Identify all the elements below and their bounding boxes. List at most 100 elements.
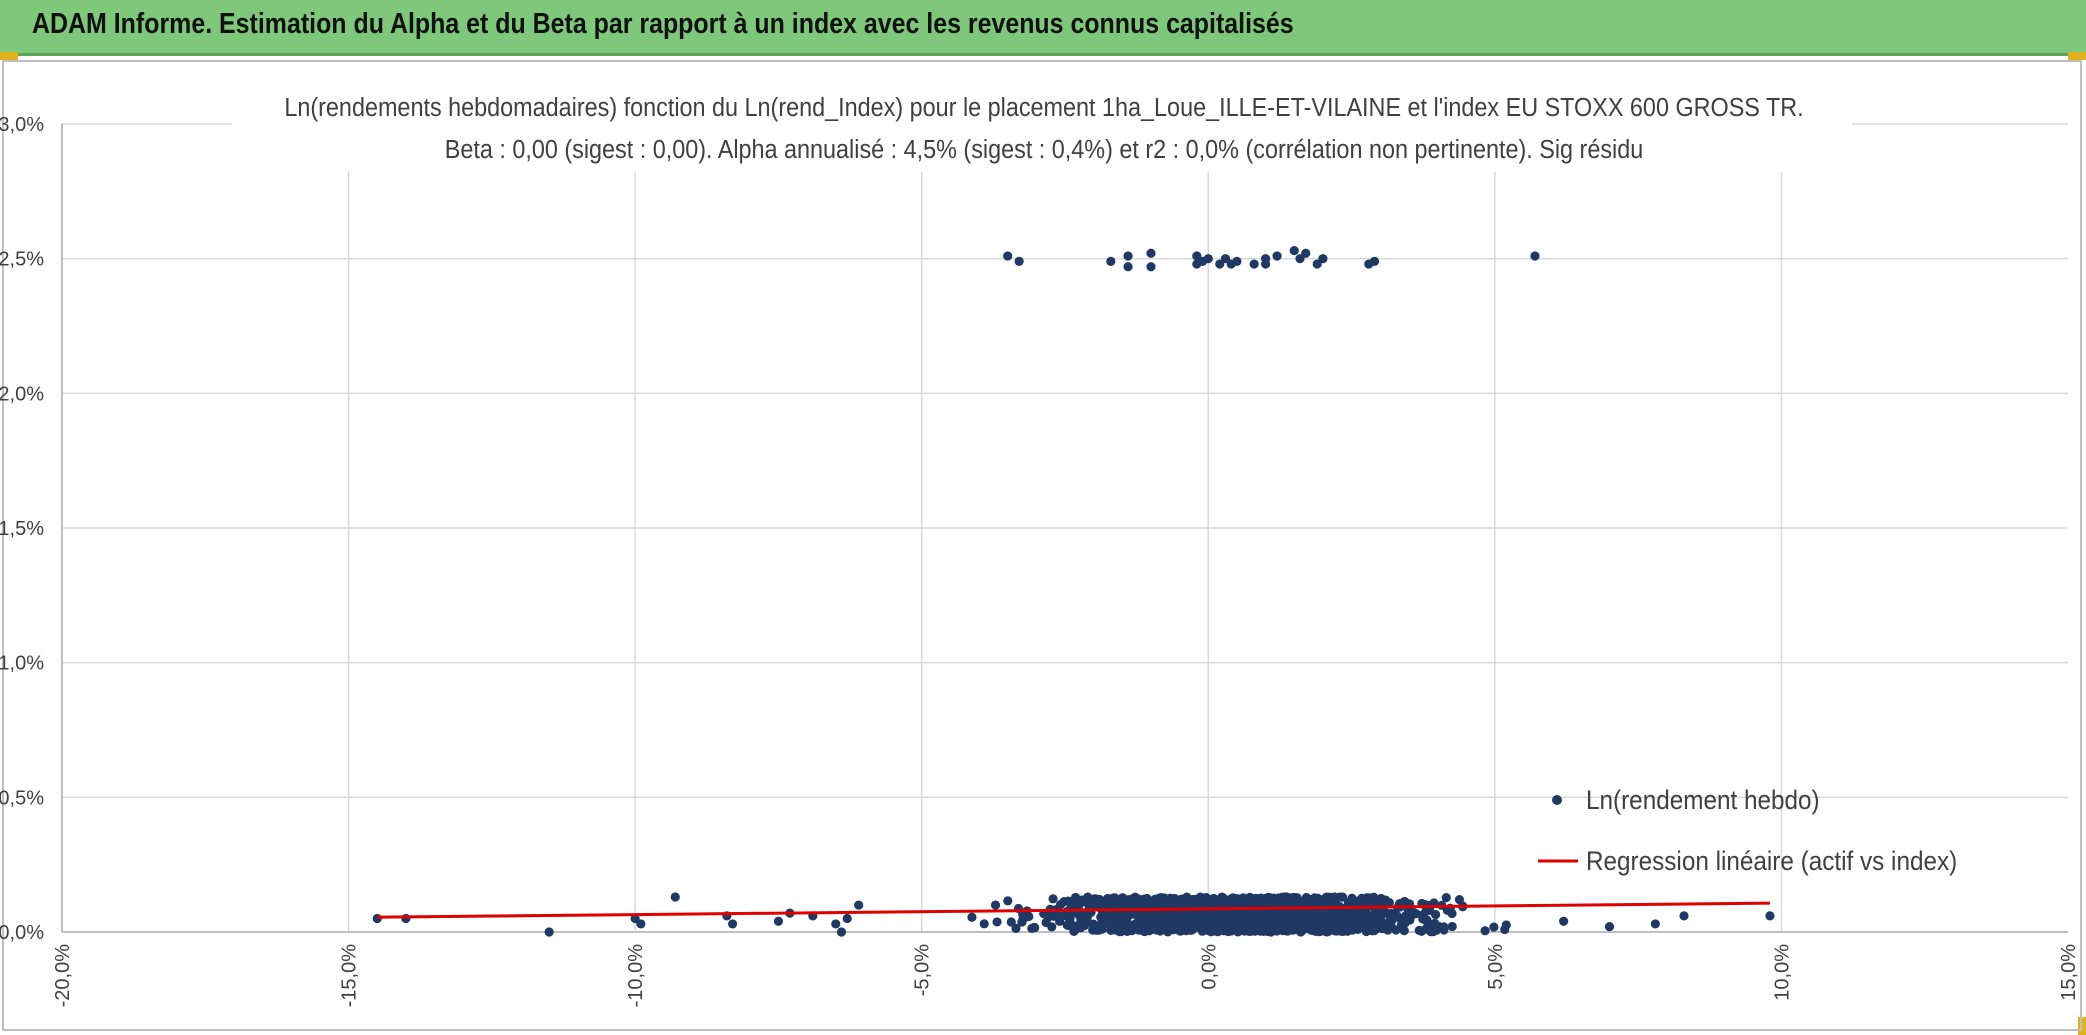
scatter-point [1018,915,1028,925]
scatter-point [1310,895,1321,905]
header-banner: ADAM Informe. Estimation du Alpha et du … [0,0,2086,56]
scatter-point [1220,254,1231,264]
y-tick-label: 2,5% [0,249,44,271]
scatter-point [1328,892,1338,903]
scatter-point [1123,262,1133,272]
scatter-point [1147,916,1157,926]
y-tick-labels: 0,0% 0,5% 1,0% 1,5% 2,0% 2,5% 3,0% [0,114,44,944]
scatter-point [1029,922,1039,932]
scatter-point [1559,916,1569,926]
corner-marker-bottom-right [2078,1017,2086,1035]
scatter-point [1198,910,1208,920]
scatter-point [630,913,640,924]
scatter-point [1447,921,1457,932]
scatter-point [1441,892,1451,903]
scatter-points [372,245,1775,937]
corner-marker-left [0,52,18,60]
scatter-point [1317,918,1327,928]
scatter-point [1298,917,1308,927]
scatter-point [1056,911,1067,922]
scatter-point [1369,256,1380,266]
scatter-point [1106,256,1116,266]
scatter-point [1409,907,1419,918]
scatter-point [1343,910,1353,920]
scatter-point [1530,251,1540,261]
scatter-point [1301,248,1311,258]
scatter-point [1142,895,1153,905]
scatter-point [1006,917,1016,927]
scatter-point [1129,893,1139,904]
scatter-point [1055,900,1066,910]
y-tick-label: 0,0% [0,922,44,944]
scatter-point [1093,898,1103,908]
scatter-point [1454,895,1465,905]
scatter-point [1223,908,1233,918]
chart-frame [2,60,2082,1031]
scatter-point [1003,896,1013,906]
scatter-point [1480,926,1490,936]
scatter-point [1222,925,1232,935]
x-tick-label: -15,0% [339,944,361,1008]
scatter-point [1261,254,1271,264]
scatter-point [1047,922,1057,932]
x-tick-label: -10,0% [625,944,647,1008]
scatter-point [1297,897,1307,907]
scatter-point [1263,892,1274,902]
scatter-point [1337,892,1348,902]
scatter-point [1133,917,1143,928]
scatter-point [1011,923,1021,934]
scatter-point [1146,262,1156,272]
scatter-point [1249,259,1259,269]
y-tick-label: 3,0% [0,114,44,136]
scatter-point [1400,896,1410,907]
scatter-point [1117,917,1127,928]
scatter-point [842,913,852,924]
scatter-point [854,900,864,910]
axes [61,124,2068,933]
scatter-point [1203,254,1213,264]
scatter-point [992,917,1002,927]
scatter-point [401,913,411,924]
scatter-point [1065,912,1075,922]
scatter-point [1421,903,1432,913]
scatter-point [1103,911,1113,921]
scatter-point [1048,894,1058,904]
scatter-point [1272,251,1282,261]
scatter-point [1127,924,1137,934]
scatter-point [1358,922,1368,933]
chart-subtitle: Beta : 0,00 (sigest : 0,00). Alpha annua… [445,136,1644,164]
scatter-point [1123,251,1133,261]
scatter-point [773,916,784,926]
scatter-point [1232,256,1242,266]
scatter-point [1192,251,1202,261]
scatter-point [1242,898,1253,908]
scatter-point [1341,920,1351,930]
y-tick-label: 0,5% [0,787,44,809]
scatter-point [831,919,841,929]
scatter-point [1333,908,1343,918]
scatter-point [1083,897,1093,907]
scatter-point [1089,920,1099,930]
scatter-point [1243,911,1253,921]
scatter-point [1014,256,1024,266]
scatter-point [1164,900,1174,910]
scatter-point [1318,254,1328,264]
y-tick-label: 1,0% [0,653,44,675]
scatter-point [1146,248,1156,258]
scatter-point [1650,919,1660,929]
scatter-point [1439,922,1449,932]
scatter-point [1207,900,1217,910]
scatter-point [1604,922,1615,932]
scatter-point [636,919,646,929]
y-tick-label: 1,5% [0,518,44,540]
scatter-point [1297,925,1307,935]
scatter-point [1289,245,1299,256]
x-tick-label: -5,0% [912,944,934,996]
corner-marker-right [2068,52,2086,60]
scatter-point [1048,910,1058,920]
scatter-point [1064,921,1074,931]
x-tick-label: 15,0% [2058,944,2080,1001]
scatter-point [1251,913,1261,923]
scatter-point [836,927,847,937]
